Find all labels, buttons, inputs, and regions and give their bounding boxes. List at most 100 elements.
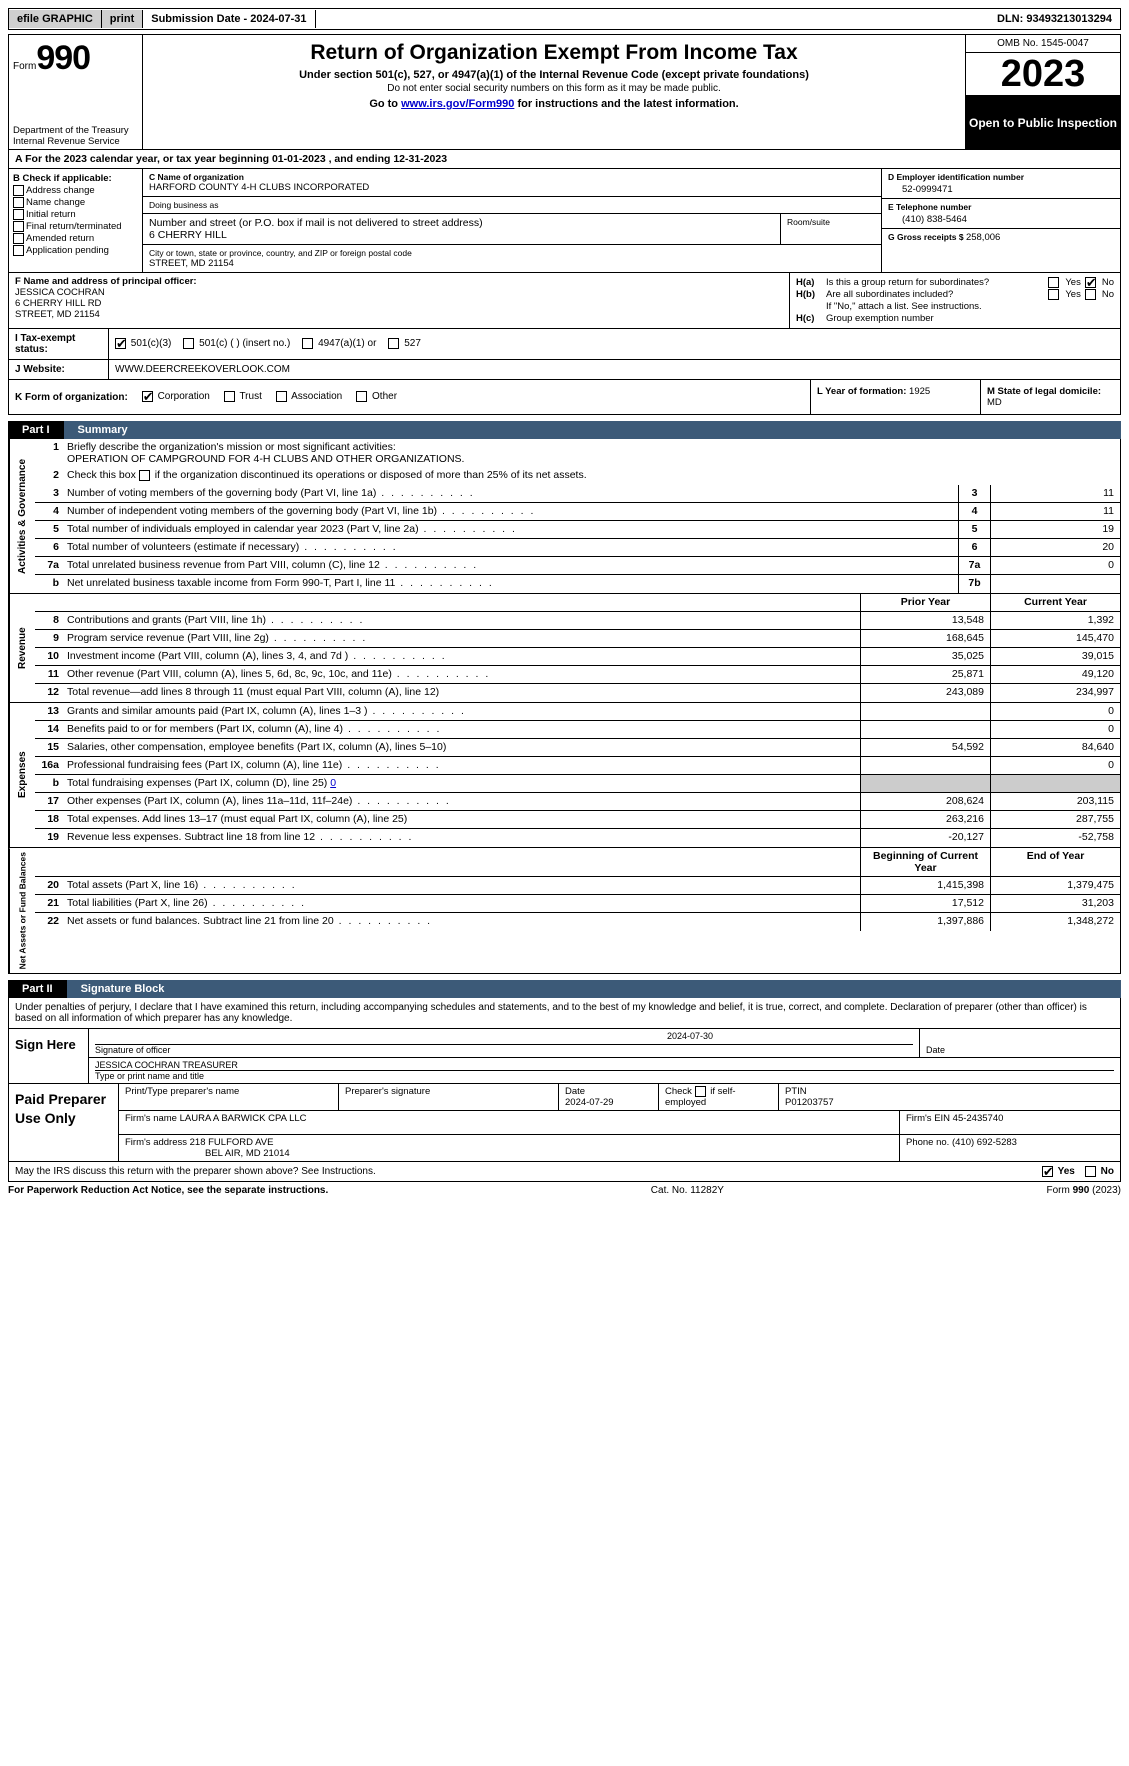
org-name: HARFORD COUNTY 4-H CLUBS INCORPORATED <box>149 182 875 193</box>
ha-no-cb[interactable] <box>1085 277 1096 288</box>
part2-num: Part II <box>8 980 67 998</box>
line9-curr: 145,470 <box>990 630 1120 647</box>
line11: Other revenue (Part VIII, column (A), li… <box>63 666 860 683</box>
chk-initial-return[interactable]: Initial return <box>13 209 138 220</box>
print-button[interactable]: print <box>102 10 143 28</box>
line16b-prior-grey <box>860 775 990 792</box>
hb-yes-cb[interactable] <box>1048 289 1059 300</box>
chk-application-pending[interactable]: Application pending <box>13 245 138 256</box>
line17-curr: 203,115 <box>990 793 1120 810</box>
line9-prior: 168,645 <box>860 630 990 647</box>
tab-netassets: Net Assets or Fund Balances <box>9 848 35 973</box>
chk-final-return[interactable]: Final return/terminated <box>13 221 138 232</box>
officer-name: JESSICA COCHRAN <box>15 287 783 298</box>
dba-label: Doing business as <box>149 200 875 210</box>
hb-text: Are all subordinates included? <box>826 289 1048 300</box>
submission-date: Submission Date - 2024-07-31 <box>143 10 315 28</box>
summary-expenses: Expenses 13Grants and similar amounts pa… <box>8 703 1121 848</box>
part2-bar: Part II Signature Block <box>8 980 1121 998</box>
page-footer: For Paperwork Reduction Act Notice, see … <box>8 1185 1121 1196</box>
chk-other[interactable] <box>356 391 367 402</box>
tab-revenue: Revenue <box>9 594 35 702</box>
chk-4947[interactable] <box>302 338 313 349</box>
efile-label: efile GRAPHIC <box>9 10 102 28</box>
firm-addr-label: Firm's address <box>125 1137 190 1148</box>
line10: Investment income (Part VIII, column (A)… <box>63 648 860 665</box>
paid-preparer-label: Paid Preparer Use Only <box>9 1084 119 1161</box>
city-label: City or town, state or province, country… <box>149 248 875 258</box>
chk-address-change[interactable]: Address change <box>13 185 138 196</box>
chk-501c[interactable] <box>183 338 194 349</box>
line5: Total number of individuals employed in … <box>63 521 958 538</box>
firm-phone-label: Phone no. <box>906 1137 952 1148</box>
part1-bar: Part I Summary <box>8 421 1121 439</box>
chk-self-employed[interactable] <box>695 1086 706 1097</box>
website-value: WWW.DEERCREEKOVERLOOK.COM <box>109 360 1120 379</box>
irs-link[interactable]: www.irs.gov/Form990 <box>401 98 514 110</box>
line9: Program service revenue (Part VIII, line… <box>63 630 860 647</box>
form-title: Return of Organization Exempt From Incom… <box>151 41 957 65</box>
g-label: G Gross receipts $ <box>888 232 966 242</box>
chk-association[interactable] <box>276 391 287 402</box>
line4-val: 11 <box>990 503 1120 520</box>
chk-amended-return[interactable]: Amended return <box>13 233 138 244</box>
section-f: F Name and address of principal officer:… <box>9 273 790 328</box>
firm-phone: (410) 692-5283 <box>952 1137 1017 1148</box>
form-header: Form990 Department of the Treasury Inter… <box>8 34 1121 150</box>
discuss-yes-cb[interactable] <box>1042 1166 1053 1177</box>
chk-corporation[interactable] <box>142 391 153 402</box>
chk-trust[interactable] <box>224 391 235 402</box>
year-line: A For the 2023 calendar year, or tax yea… <box>8 150 1121 169</box>
omb-number: OMB No. 1545-0047 <box>966 35 1120 53</box>
header-right: OMB No. 1545-0047 2023 Open to Public In… <box>966 35 1120 149</box>
chk-527[interactable] <box>388 338 399 349</box>
line12-curr: 234,997 <box>990 684 1120 702</box>
line8-prior: 13,548 <box>860 612 990 629</box>
ha-yes-cb[interactable] <box>1048 277 1059 288</box>
open-to-public: Open to Public Inspection <box>966 96 1120 149</box>
ha-text: Is this a group return for subordinates? <box>826 277 1048 288</box>
chk-501c3[interactable] <box>115 338 126 349</box>
chk-name-change[interactable]: Name change <box>13 197 138 208</box>
i-label: I Tax-exempt status: <box>9 329 109 359</box>
hb-no-cb[interactable] <box>1085 289 1096 300</box>
ein-value: 52-0999471 <box>902 184 1114 195</box>
ha-label: H(a) <box>796 277 826 288</box>
footer-right: Form 990 (2023) <box>1047 1185 1121 1196</box>
mission-text: OPERATION OF CAMPGROUND FOR 4-H CLUBS AN… <box>67 453 464 465</box>
j-label: J Website: <box>9 360 109 379</box>
hc-label: H(c) <box>796 313 826 324</box>
section-l: L Year of formation: 1925 <box>810 380 980 414</box>
goto-line: Go to www.irs.gov/Form990 for instructio… <box>151 98 957 110</box>
header-left: Form990 Department of the Treasury Inter… <box>9 35 143 149</box>
line16a: Professional fundraising fees (Part IX, … <box>63 757 860 774</box>
summary-netassets: Net Assets or Fund Balances Beginning of… <box>8 848 1121 974</box>
footer-mid: Cat. No. 11282Y <box>651 1185 724 1196</box>
line8: Contributions and grants (Part VIII, lin… <box>63 612 860 629</box>
block-j: J Website: WWW.DEERCREEKOVERLOOK.COM <box>8 360 1121 380</box>
line1-label: Briefly describe the organization's miss… <box>67 441 396 453</box>
form-word: Form <box>13 61 36 72</box>
line10-prior: 35,025 <box>860 648 990 665</box>
col-boy: Beginning of Current Year <box>860 848 990 876</box>
discuss-no-cb[interactable] <box>1085 1166 1096 1177</box>
line20: Total assets (Part X, line 16) <box>63 877 860 894</box>
line2: Check this box if the organization disco… <box>63 467 1120 485</box>
sign-here-label: Sign Here <box>9 1029 89 1083</box>
addr-value: 6 CHERRY HILL <box>149 229 774 241</box>
form-subtitle: Under section 501(c), 527, or 4947(a)(1)… <box>151 69 957 81</box>
tab-governance: Activities & Governance <box>9 439 35 593</box>
block-bcd: B Check if applicable: Address change Na… <box>8 169 1121 273</box>
hc-text: Group exemption number <box>826 313 1114 324</box>
line11-prior: 25,871 <box>860 666 990 683</box>
line14: Benefits paid to or for members (Part IX… <box>63 721 860 738</box>
line16b: Total fundraising expenses (Part IX, col… <box>63 775 860 792</box>
line14-prior <box>860 721 990 738</box>
line7a: Total unrelated business revenue from Pa… <box>63 557 958 574</box>
col-prior: Prior Year <box>860 594 990 611</box>
chk-discontinued[interactable] <box>139 470 150 481</box>
prep-sig-label: Preparer's signature <box>339 1084 559 1110</box>
line16a-prior <box>860 757 990 774</box>
line6-val: 20 <box>990 539 1120 556</box>
line8-curr: 1,392 <box>990 612 1120 629</box>
